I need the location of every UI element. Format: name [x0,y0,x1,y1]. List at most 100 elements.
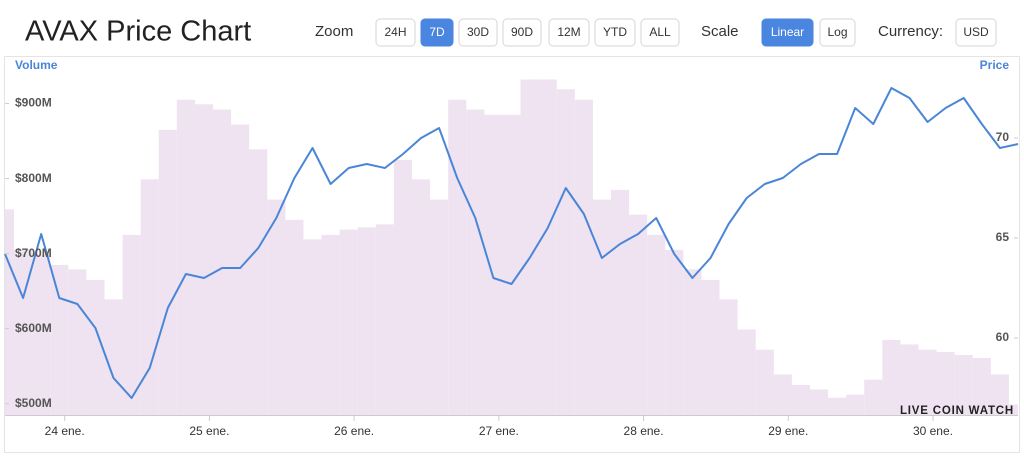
currency-button[interactable]: USD [955,18,997,47]
zoom-button[interactable]: YTD [594,18,636,47]
zoom-button[interactable]: 30D [458,18,498,47]
volume-bar [683,269,702,415]
x-tick-label: 30 ene. [913,424,953,438]
volume-bar [864,379,883,415]
y-tick-label: $600M [15,321,52,335]
zoom-label: Zoom [315,23,353,40]
volume-bar [882,339,901,415]
volume-bar [303,239,322,415]
volume-bar [104,299,123,415]
volume-bar [556,89,575,415]
volume-bar [701,279,720,415]
volume-bar [68,269,87,415]
volume-bar [755,349,774,415]
zoom-button[interactable]: 7D [420,18,454,47]
zoom-button[interactable]: ALL [640,18,680,47]
volume-bar [357,227,376,415]
left-axis-title: Volume [15,58,58,72]
watermark: LIVE COIN WATCH [900,405,1014,417]
volume-bar [86,279,105,415]
volume-bar [610,189,630,415]
volume-bar [14,249,33,415]
volume-bar [954,354,973,415]
volume-bar [484,114,503,416]
zoom-text: 7D [429,25,445,39]
volume-bar [737,329,756,415]
volume-bar [791,384,810,415]
right-axis-title: Price [980,58,1010,72]
volume-bar [936,351,955,415]
volume-bar [267,199,286,415]
volume-bar [339,229,358,415]
zoom-text: ALL [649,25,671,39]
y2-tick-label: 70 [996,130,1010,144]
chart-title: AVAX Price Chart [25,16,251,48]
volume-bar [900,344,919,415]
volume-bar [194,104,214,415]
scale-button[interactable]: Linear [761,18,814,47]
volume-bar [249,149,268,415]
volume-bar [918,349,937,415]
x-tick-label: 29 ene. [768,424,808,438]
volume-bar [5,209,15,415]
volume-bar [448,99,467,415]
scale-text: Log [827,25,847,39]
volume-bar [158,129,177,416]
volume-bar [972,357,991,415]
volume-bar [375,224,394,415]
volume-bar [574,99,593,415]
volume-bar [809,389,829,415]
volume-bar [412,179,431,415]
volume-bar [466,109,485,415]
volume-bar [321,234,340,415]
volume-bar [176,99,195,415]
volume-bar [502,114,521,416]
volume-bar [773,374,792,415]
volume-bar [629,214,648,415]
volume-bar [213,109,232,415]
volume-bar [285,219,304,415]
volume-bar [592,199,611,415]
y-tick-label: $800M [15,171,52,185]
volume-bar [393,159,413,415]
volume-bar [846,394,865,415]
volume-bar [32,254,51,415]
zoom-text: 24H [384,25,406,39]
volume-bar [122,234,141,415]
zoom-button[interactable]: 24H [375,18,416,47]
volume-bar [231,124,250,415]
y2-tick-label: 65 [996,230,1010,244]
y-tick-label: $500M [15,396,52,410]
plot: Volume Price $500M $600M $700M $800M $900M 60 65… [4,58,1019,438]
zoom-text: 90D [511,25,533,39]
y-tick-label: $700M [15,246,52,260]
scale-label: Scale [701,23,739,40]
y2-tick-label: 60 [996,330,1010,344]
volume-bar [719,299,738,415]
zoom-text: 12M [557,25,580,39]
volume-bar [647,234,666,415]
x-tick-label: 25 ene. [189,424,229,438]
zoom-text: YTD [603,25,627,39]
price-line [4,87,1019,399]
zoom-text: 30D [467,25,489,39]
x-tick-label: 28 ene. [624,424,664,438]
volume-bar [665,249,684,415]
scale-text: Linear [771,25,804,39]
volume-bar [990,374,1009,415]
currency-label: Currency: [878,23,943,40]
scale-button[interactable]: Log [819,18,856,47]
x-tick-label: 27 ene. [479,424,519,438]
volume-bar [50,264,69,415]
volume-bar [520,79,539,416]
volume-bar [1008,404,1018,415]
zoom-button[interactable]: 12M [548,18,590,47]
x-tick-label: 26 ene. [334,424,374,438]
volume-bar [430,199,449,415]
currency-text: USD [963,25,989,39]
volume-bar [538,79,557,416]
x-tick-label: 24 ene. [45,424,85,438]
y-tick-label: $900M [15,96,52,110]
zoom-button[interactable]: 90D [502,18,542,47]
